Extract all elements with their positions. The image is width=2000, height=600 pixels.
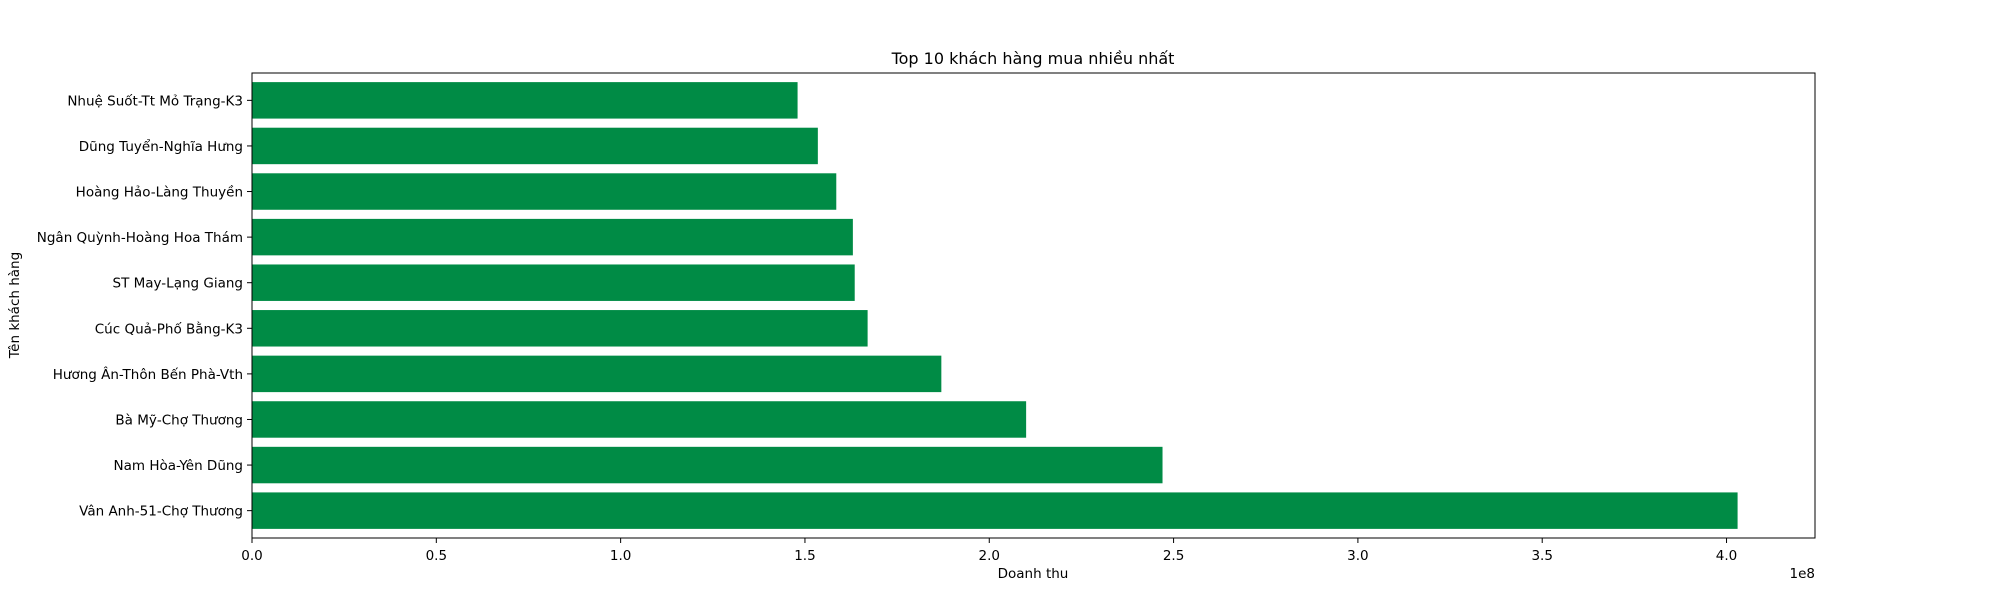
y-axis-label: Tên khách hàng bbox=[7, 252, 23, 359]
bar bbox=[252, 310, 868, 347]
bar bbox=[252, 401, 1027, 438]
bars-group bbox=[252, 82, 1738, 529]
y-tick-label: Hoàng Hảo-Làng Thuyền bbox=[76, 184, 243, 201]
y-tick-label: Hương Ân-Thôn Bến Phà-Vth bbox=[53, 365, 243, 383]
x-axis-offset-text: 1e8 bbox=[1790, 566, 1815, 582]
x-tick-label: 2.5 bbox=[1163, 548, 1184, 564]
bar bbox=[252, 492, 1738, 529]
x-tick-label: 0.0 bbox=[241, 548, 262, 564]
y-tick-label: Dũng Tuyển-Nghĩa Hưng bbox=[79, 138, 243, 155]
bar bbox=[252, 264, 855, 301]
y-tick-label: Ngân Quỳnh-Hoàng Hoa Thám bbox=[37, 230, 243, 246]
y-tick-label: Nhuệ Suốt-Tt Mỏ Trạng-K3 bbox=[67, 92, 243, 109]
y-tick-label: ST May-Lạng Giang bbox=[113, 276, 243, 292]
x-tick-label: 2.0 bbox=[979, 548, 1000, 564]
x-tick-label: 3.5 bbox=[1531, 548, 1552, 564]
x-tick-label: 0.5 bbox=[426, 548, 447, 564]
x-axis-label: Doanh thu bbox=[998, 566, 1069, 582]
y-axis-ticks: Vân Anh-51-Chợ Thương Nam Hòa-Yên Dũng Bà … bbox=[37, 92, 252, 520]
plot-frame bbox=[251, 72, 1816, 539]
x-tick-label: 1.5 bbox=[794, 548, 815, 564]
chart-title: Top 10 khách hàng mua nhiều nhất bbox=[891, 49, 1175, 68]
y-tick-label: Bà Mỹ-Chợ Thương bbox=[115, 412, 243, 428]
x-tick-label: 1.0 bbox=[610, 548, 631, 564]
y-tick-label: Cúc Quả-Phố Bằng-K3 bbox=[95, 320, 243, 337]
y-tick-label: Nam Hòa-Yên Dũng bbox=[114, 458, 243, 474]
bar bbox=[252, 82, 798, 119]
bar bbox=[252, 173, 837, 210]
bar bbox=[252, 127, 818, 165]
bar bbox=[252, 218, 853, 256]
x-axis-ticks: 0.0 0.5 1.0 1.5 2.0 2.5 3.0 3.5 4.0 bbox=[241, 538, 1737, 564]
bar bbox=[252, 446, 1163, 484]
y-tick-label: Vân Anh-51-Chợ Thương bbox=[79, 504, 243, 520]
bar bbox=[252, 355, 942, 393]
x-tick-label: 4.0 bbox=[1716, 548, 1737, 564]
x-tick-label: 3.0 bbox=[1347, 548, 1368, 564]
